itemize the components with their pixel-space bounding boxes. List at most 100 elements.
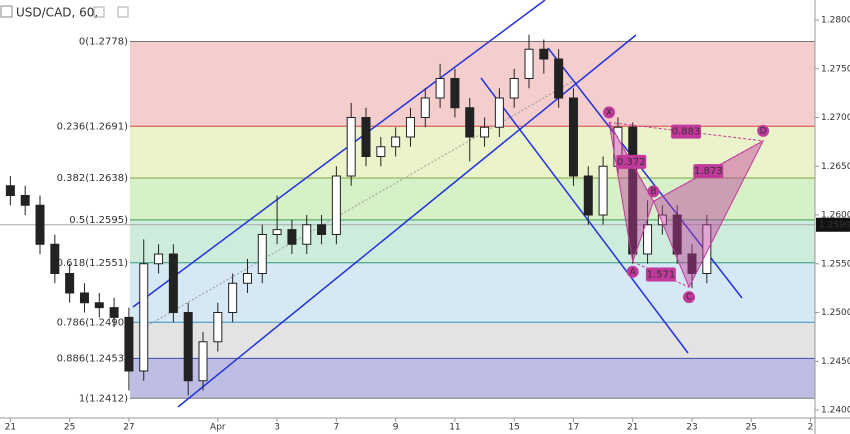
candle-body bbox=[568, 97, 578, 177]
fib-band bbox=[130, 262, 815, 323]
x-tick-label: 9 bbox=[393, 423, 399, 433]
candle-body bbox=[420, 97, 430, 118]
y-tick-label: 1.2400 bbox=[821, 406, 850, 416]
x-tick-label: 25 bbox=[64, 423, 75, 433]
pattern-point-badge bbox=[683, 291, 696, 304]
x-tick-label: 3 bbox=[274, 423, 280, 433]
ratio-badge bbox=[693, 164, 724, 179]
candle-body bbox=[672, 214, 682, 255]
candle-body bbox=[628, 126, 638, 255]
x-tick-label: 15 bbox=[508, 423, 519, 433]
candle-body bbox=[524, 48, 534, 79]
candle-body bbox=[287, 229, 297, 245]
candle-body bbox=[435, 78, 445, 99]
candle-body bbox=[20, 195, 30, 206]
candle-body bbox=[228, 282, 238, 313]
candle-body bbox=[317, 224, 327, 235]
candle-body bbox=[657, 214, 667, 226]
fib-band bbox=[130, 322, 815, 359]
ratio-label: 1.571 bbox=[647, 269, 676, 280]
candle-body bbox=[346, 117, 356, 177]
candle-body bbox=[494, 97, 504, 128]
pattern-point-label: X bbox=[606, 108, 612, 118]
candle-body bbox=[598, 165, 608, 216]
fib-band bbox=[130, 219, 815, 263]
ratio-label: 1.873 bbox=[694, 166, 723, 177]
fib-band bbox=[130, 177, 815, 220]
last-price-label: 1.2590 bbox=[819, 220, 850, 230]
fib-band bbox=[130, 358, 815, 399]
candle-body bbox=[583, 175, 593, 216]
x-tick-label: 23 bbox=[686, 423, 697, 433]
pattern-point-badge bbox=[626, 265, 639, 278]
candle-body bbox=[242, 273, 252, 284]
candle-body bbox=[109, 307, 119, 318]
candle-body bbox=[450, 78, 460, 109]
fib-level-label: 1(1.2412) bbox=[79, 393, 128, 404]
pattern-point-badge bbox=[647, 185, 660, 198]
candle-body bbox=[213, 312, 223, 343]
x-tick-label: 21 bbox=[5, 423, 16, 433]
candle-body bbox=[539, 48, 549, 60]
candle-body bbox=[168, 253, 178, 313]
fib-level-label: 0.886(1.2453) bbox=[57, 353, 129, 364]
candle-body bbox=[302, 224, 312, 245]
x-tick-label: 11 bbox=[449, 423, 460, 433]
fib-level-label: 0.236(1.2691) bbox=[57, 121, 129, 132]
settings-icon[interactable] bbox=[93, 6, 105, 18]
pattern-point-label: B bbox=[650, 187, 656, 197]
fib-level-label: 0.382(1.2638) bbox=[57, 173, 129, 184]
candle-body bbox=[272, 229, 282, 235]
fib-level-label: 0(1.2778) bbox=[79, 36, 128, 47]
candle-body bbox=[554, 58, 564, 99]
candle-body bbox=[687, 253, 697, 274]
candle-body bbox=[391, 136, 401, 148]
x-tick-label: 25 bbox=[746, 423, 757, 433]
candle-body bbox=[5, 185, 15, 196]
symbol-title: USD/CAD, 60, bbox=[16, 6, 98, 20]
candle-body bbox=[376, 146, 386, 157]
candle-body bbox=[198, 341, 208, 382]
y-tick-label: 1.2600 bbox=[821, 211, 850, 221]
candle-body bbox=[154, 253, 164, 265]
y-tick-label: 1.2750 bbox=[821, 64, 850, 74]
y-tick-label: 1.2550 bbox=[821, 259, 850, 269]
ratio-badge bbox=[616, 154, 647, 169]
candle-body bbox=[35, 204, 45, 245]
x-tick-label: 17 bbox=[568, 423, 579, 433]
pattern-point-label: A bbox=[630, 267, 637, 277]
x-tick-label: Apr bbox=[210, 423, 226, 433]
ratio-badge bbox=[671, 124, 702, 139]
y-tick-label: 1.2450 bbox=[821, 357, 850, 367]
candle-body bbox=[361, 117, 371, 157]
x-tick-label: 2 bbox=[808, 423, 814, 433]
candle-body bbox=[65, 273, 75, 294]
candle-body bbox=[50, 243, 60, 274]
candle-body bbox=[139, 263, 149, 372]
ratio-label: 0.372 bbox=[617, 157, 646, 168]
candle-body bbox=[465, 107, 475, 138]
pattern-point-badge bbox=[603, 106, 616, 119]
candle-body bbox=[94, 302, 104, 309]
candle-body bbox=[480, 126, 490, 138]
fib-level-label: 0.618(1.2551) bbox=[57, 258, 129, 269]
candle-body bbox=[257, 234, 267, 274]
ratio-badge bbox=[645, 267, 676, 282]
x-tick-label: 27 bbox=[123, 423, 134, 433]
y-tick-label: 1.2500 bbox=[821, 308, 850, 318]
x-tick-label: 7 bbox=[334, 423, 340, 433]
candle-body bbox=[509, 78, 519, 99]
fib-bands: 0(1.2778) 0.236(1.2691) 0.382(1.2638) 0.5(1… bbox=[0, 36, 815, 404]
candle-body bbox=[183, 312, 193, 382]
candle-body bbox=[79, 292, 89, 304]
y-tick-label: 1.2800 bbox=[821, 16, 850, 26]
toggle-icon[interactable] bbox=[0, 5, 13, 18]
pattern-point-label: D bbox=[760, 126, 767, 136]
harmonic-pattern: 0.883 0.372 1.873 1.571 X A B C D bbox=[603, 106, 770, 304]
ratio-label: 0.883 bbox=[672, 127, 701, 138]
fib-level-label: 0.5(1.2595) bbox=[69, 215, 128, 226]
close-icon[interactable] bbox=[117, 6, 129, 18]
pattern-point-label: C bbox=[686, 293, 692, 303]
